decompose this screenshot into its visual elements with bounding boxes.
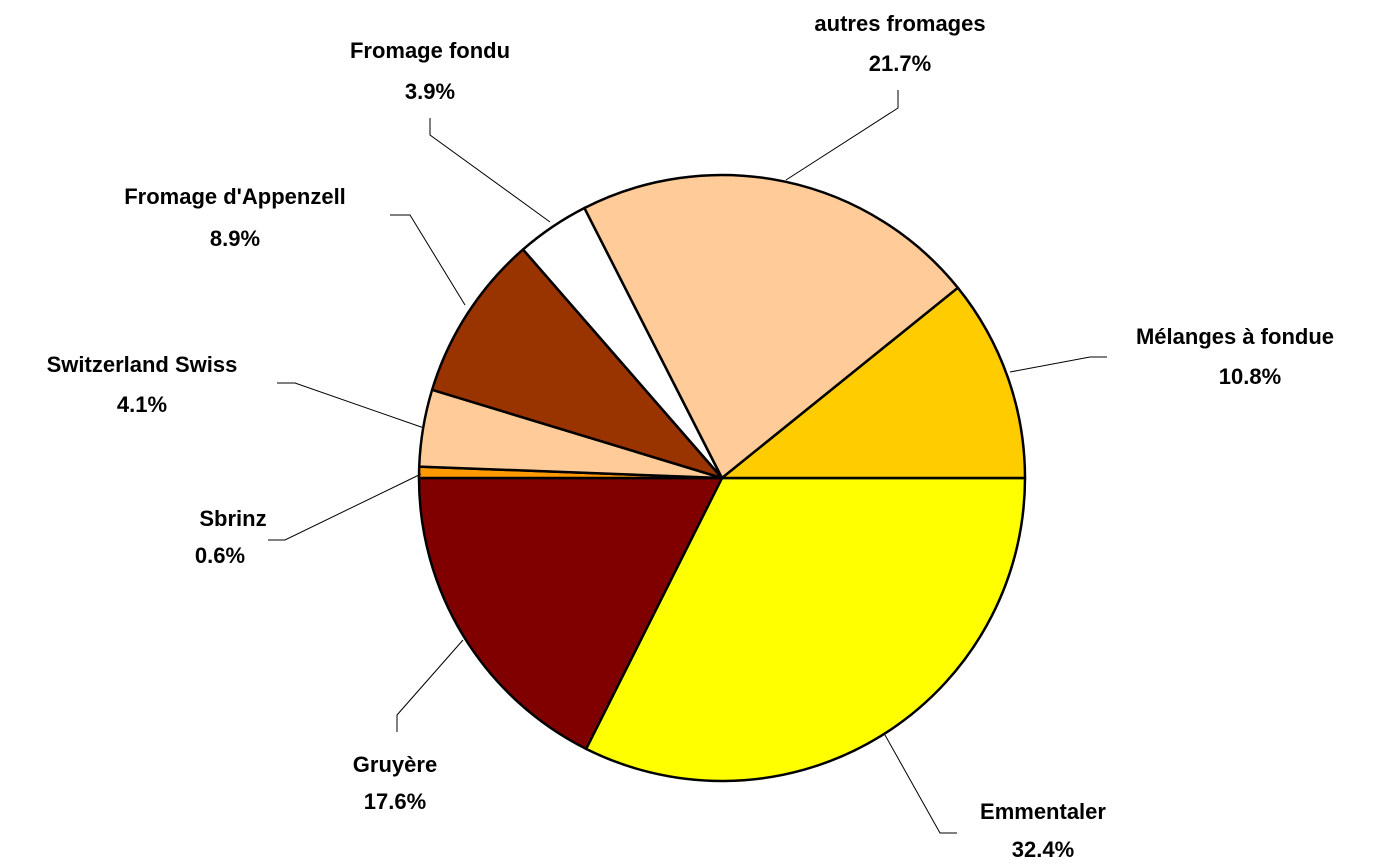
slice-label: Fromage fondu <box>350 38 510 63</box>
leader-line <box>785 90 899 181</box>
slice-value-label: 32.4% <box>1012 837 1074 862</box>
pie-slice <box>584 476 1027 783</box>
slice-label: Fromage d'Appenzell <box>124 184 346 209</box>
leader-line <box>1009 356 1107 373</box>
leader-line <box>277 382 425 429</box>
leader-line <box>390 214 466 306</box>
slice-value-label: 4.1% <box>117 392 167 417</box>
slice-value-label: 8.9% <box>210 226 260 251</box>
slice-label: Emmentaler <box>980 799 1106 824</box>
slice-label: Sbrinz <box>199 506 266 531</box>
leader-line <box>429 118 551 223</box>
leader-line <box>884 734 957 834</box>
slice-label: Mélanges à fondue <box>1136 324 1334 349</box>
slice-value-label: 3.9% <box>405 79 455 104</box>
pie-slice <box>583 173 960 480</box>
leader-line <box>396 639 464 732</box>
slice-label: autres fromages <box>814 11 985 36</box>
slice-value-label: 21.7% <box>869 51 931 76</box>
slice-value-label: 10.8% <box>1219 364 1281 389</box>
pie-slice <box>430 248 724 480</box>
slice-value-label: 17.6% <box>364 789 426 814</box>
slice-value-label: 0.6% <box>195 543 245 568</box>
slice-label: Switzerland Swiss <box>47 352 238 377</box>
leader-line <box>268 473 422 541</box>
slice-label: Gruyère <box>353 752 437 777</box>
pie-slice <box>417 476 724 751</box>
pie-slice <box>720 286 1027 480</box>
